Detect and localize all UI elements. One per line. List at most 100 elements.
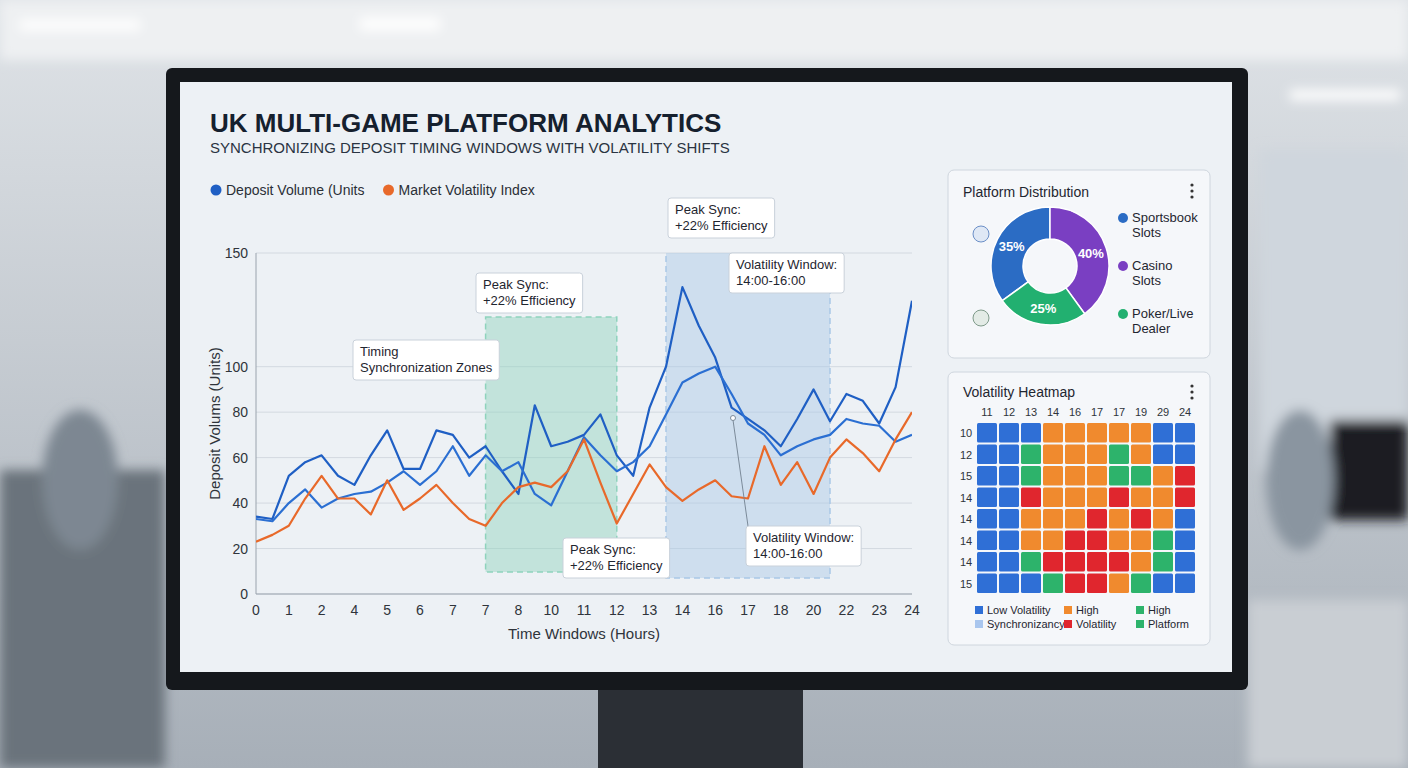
- annotation: Peak Sync:+22% Efficiency: [563, 538, 670, 578]
- annotation-text: Peak Sync:: [675, 202, 741, 217]
- x-tick-label: 10: [543, 602, 559, 618]
- heat-cell: [1175, 509, 1195, 529]
- heat-cell: [977, 466, 997, 486]
- x-tick-label: 19: [1135, 406, 1147, 418]
- y-tick-label: 15: [960, 470, 972, 482]
- ceiling-light: [1290, 90, 1400, 100]
- x-tick-label: 2: [318, 602, 326, 618]
- y-tick-label: 12: [960, 449, 972, 461]
- heat-cell: [1153, 488, 1173, 508]
- x-tick-label: 17: [1091, 406, 1103, 418]
- annotation-text: +22% Efficiency: [675, 218, 768, 233]
- heat-cell: [1131, 445, 1151, 465]
- x-tick-label: 6: [416, 602, 424, 618]
- legend-label: Market Volatility Index: [399, 182, 535, 198]
- heat-cell: [1087, 488, 1107, 508]
- x-tick-label: 24: [904, 602, 920, 618]
- legend-label: Platform: [1148, 618, 1189, 630]
- heat-cell: [1175, 488, 1195, 508]
- annotation: TimingSynchronization Zones: [353, 340, 499, 380]
- x-tick-label: 8: [515, 602, 523, 618]
- heat-cell: [1153, 445, 1173, 465]
- legend-marker: [383, 185, 394, 196]
- annotation: Peak Sync:+22% Efficiency: [668, 198, 775, 238]
- x-tick-label: 4: [351, 602, 359, 618]
- annotation-box: [746, 526, 861, 566]
- y-tick-label: 100: [225, 359, 249, 375]
- monitor-bezel: [166, 68, 1248, 690]
- heat-cell: [1021, 466, 1041, 486]
- x-tick-label: 16: [707, 602, 723, 618]
- annotations: TimingSynchronization Zones Peak Sync:+22…: [353, 198, 861, 578]
- annotation-box: [476, 273, 583, 313]
- heat-cell: [977, 488, 997, 508]
- ceiling-light: [20, 20, 140, 30]
- heat-cell: [1109, 488, 1129, 508]
- heat-cell: [1175, 574, 1195, 594]
- stage: UK MULTI-GAME PLATFORM ANALYTICSSYNCHRON…: [0, 0, 1408, 768]
- y-axis: [256, 253, 257, 594]
- heat-cell: [1087, 445, 1107, 465]
- subtitle: SYNCHRONIZING DEPOSIT TIMING WINDOWS WIT…: [210, 139, 730, 156]
- heat-cell: [1043, 445, 1063, 465]
- heat-cell: [1087, 552, 1107, 572]
- heat-cell: [1043, 509, 1063, 529]
- annotation: Volatility Window:14:00-16:00: [746, 526, 861, 566]
- heat-cell: [1043, 488, 1063, 508]
- person: [42, 410, 118, 550]
- x-tick-label: 7: [482, 602, 490, 618]
- heat-cell: [1109, 552, 1129, 572]
- label-line: Slots: [1132, 273, 1161, 288]
- heat-cell: [1065, 466, 1085, 486]
- panel: [948, 372, 1210, 645]
- grid-line: [256, 594, 912, 595]
- menu-dot: [1190, 384, 1193, 387]
- heat-cell: [977, 509, 997, 529]
- x-axis: [256, 594, 912, 595]
- x-tick-label: 5: [383, 602, 391, 618]
- heat-cell: [1065, 531, 1085, 551]
- annotation-box: [563, 538, 670, 578]
- heatmap-panel: Volatility Heatmap1112131416171719292410…: [948, 372, 1210, 645]
- heat-cell: [999, 509, 1019, 529]
- annotation-text: 14:00-16:00: [736, 273, 805, 288]
- legend-marker: [975, 620, 983, 628]
- heat-cell: [1175, 552, 1195, 572]
- pie-panel: Platform Distribution35%40%25%Sportsbook…: [948, 170, 1210, 358]
- x-tick-label: 29: [1157, 406, 1169, 418]
- y-tick-label: 14: [960, 556, 972, 568]
- heat-cell: [1065, 552, 1085, 572]
- menu-dot: [1190, 195, 1193, 198]
- legend-marker: [1118, 213, 1128, 223]
- x-tick-label: 20: [806, 602, 822, 618]
- heat-cell: [999, 423, 1019, 443]
- label-line: Poker/Live: [1132, 306, 1193, 321]
- y-tick-label: 15: [960, 578, 972, 590]
- legend-marker: [211, 185, 222, 196]
- x-tick-label: 14: [675, 602, 691, 618]
- x-tick-label: 13: [1025, 406, 1037, 418]
- panel-title: Volatility Heatmap: [963, 384, 1075, 400]
- heat-cell: [1087, 531, 1107, 551]
- x-tick-label: 11: [577, 602, 592, 618]
- heat-cell: [999, 574, 1019, 594]
- heat-cell: [977, 423, 997, 443]
- annotation-text: 14:00-16:00: [753, 546, 822, 561]
- y-tick-label: 80: [232, 404, 248, 420]
- heat-cell: [1043, 423, 1063, 443]
- legend-label: Synchronizancy: [987, 618, 1065, 630]
- heat-cell: [1087, 466, 1107, 486]
- heat-cell: [1175, 423, 1195, 443]
- annotation-box: [729, 253, 844, 293]
- far-monitor: [1330, 420, 1408, 520]
- icon: [973, 226, 989, 242]
- heat-cell: [1065, 574, 1085, 594]
- heat-cell: [999, 488, 1019, 508]
- x-tick-label: 1: [285, 602, 293, 618]
- heat-cell: [1131, 574, 1151, 594]
- y-tick-label: 10: [960, 427, 972, 439]
- heat-cell: [1021, 531, 1041, 551]
- heat-cell: [1043, 466, 1063, 486]
- y-tick-label: 150: [225, 245, 249, 261]
- legend-label: SportsbookSlots: [1132, 210, 1198, 240]
